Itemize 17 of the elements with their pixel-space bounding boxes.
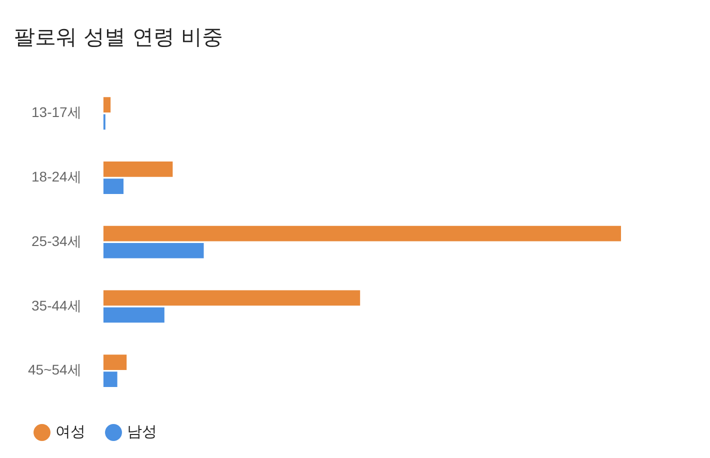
bar	[103, 178, 124, 194]
bar	[103, 290, 360, 306]
bar	[103, 307, 164, 323]
bar	[103, 162, 173, 177]
bar	[103, 226, 621, 242]
chart-title: 팔로워 성별 연령 비중	[14, 25, 224, 50]
y-tick-label: 25-34세	[32, 232, 82, 249]
y-tick-label: 45~54세	[28, 362, 82, 378]
bar	[103, 242, 204, 258]
bar	[103, 97, 111, 113]
bar	[103, 354, 127, 370]
y-tick-label: 18-24세	[32, 168, 82, 185]
legend-label: 여성	[56, 422, 86, 440]
y-tick-label: 35-44세	[32, 297, 82, 314]
y-tick-label: 13-17세	[32, 104, 82, 120]
legend-label: 남성	[127, 422, 157, 440]
bar	[103, 372, 118, 388]
